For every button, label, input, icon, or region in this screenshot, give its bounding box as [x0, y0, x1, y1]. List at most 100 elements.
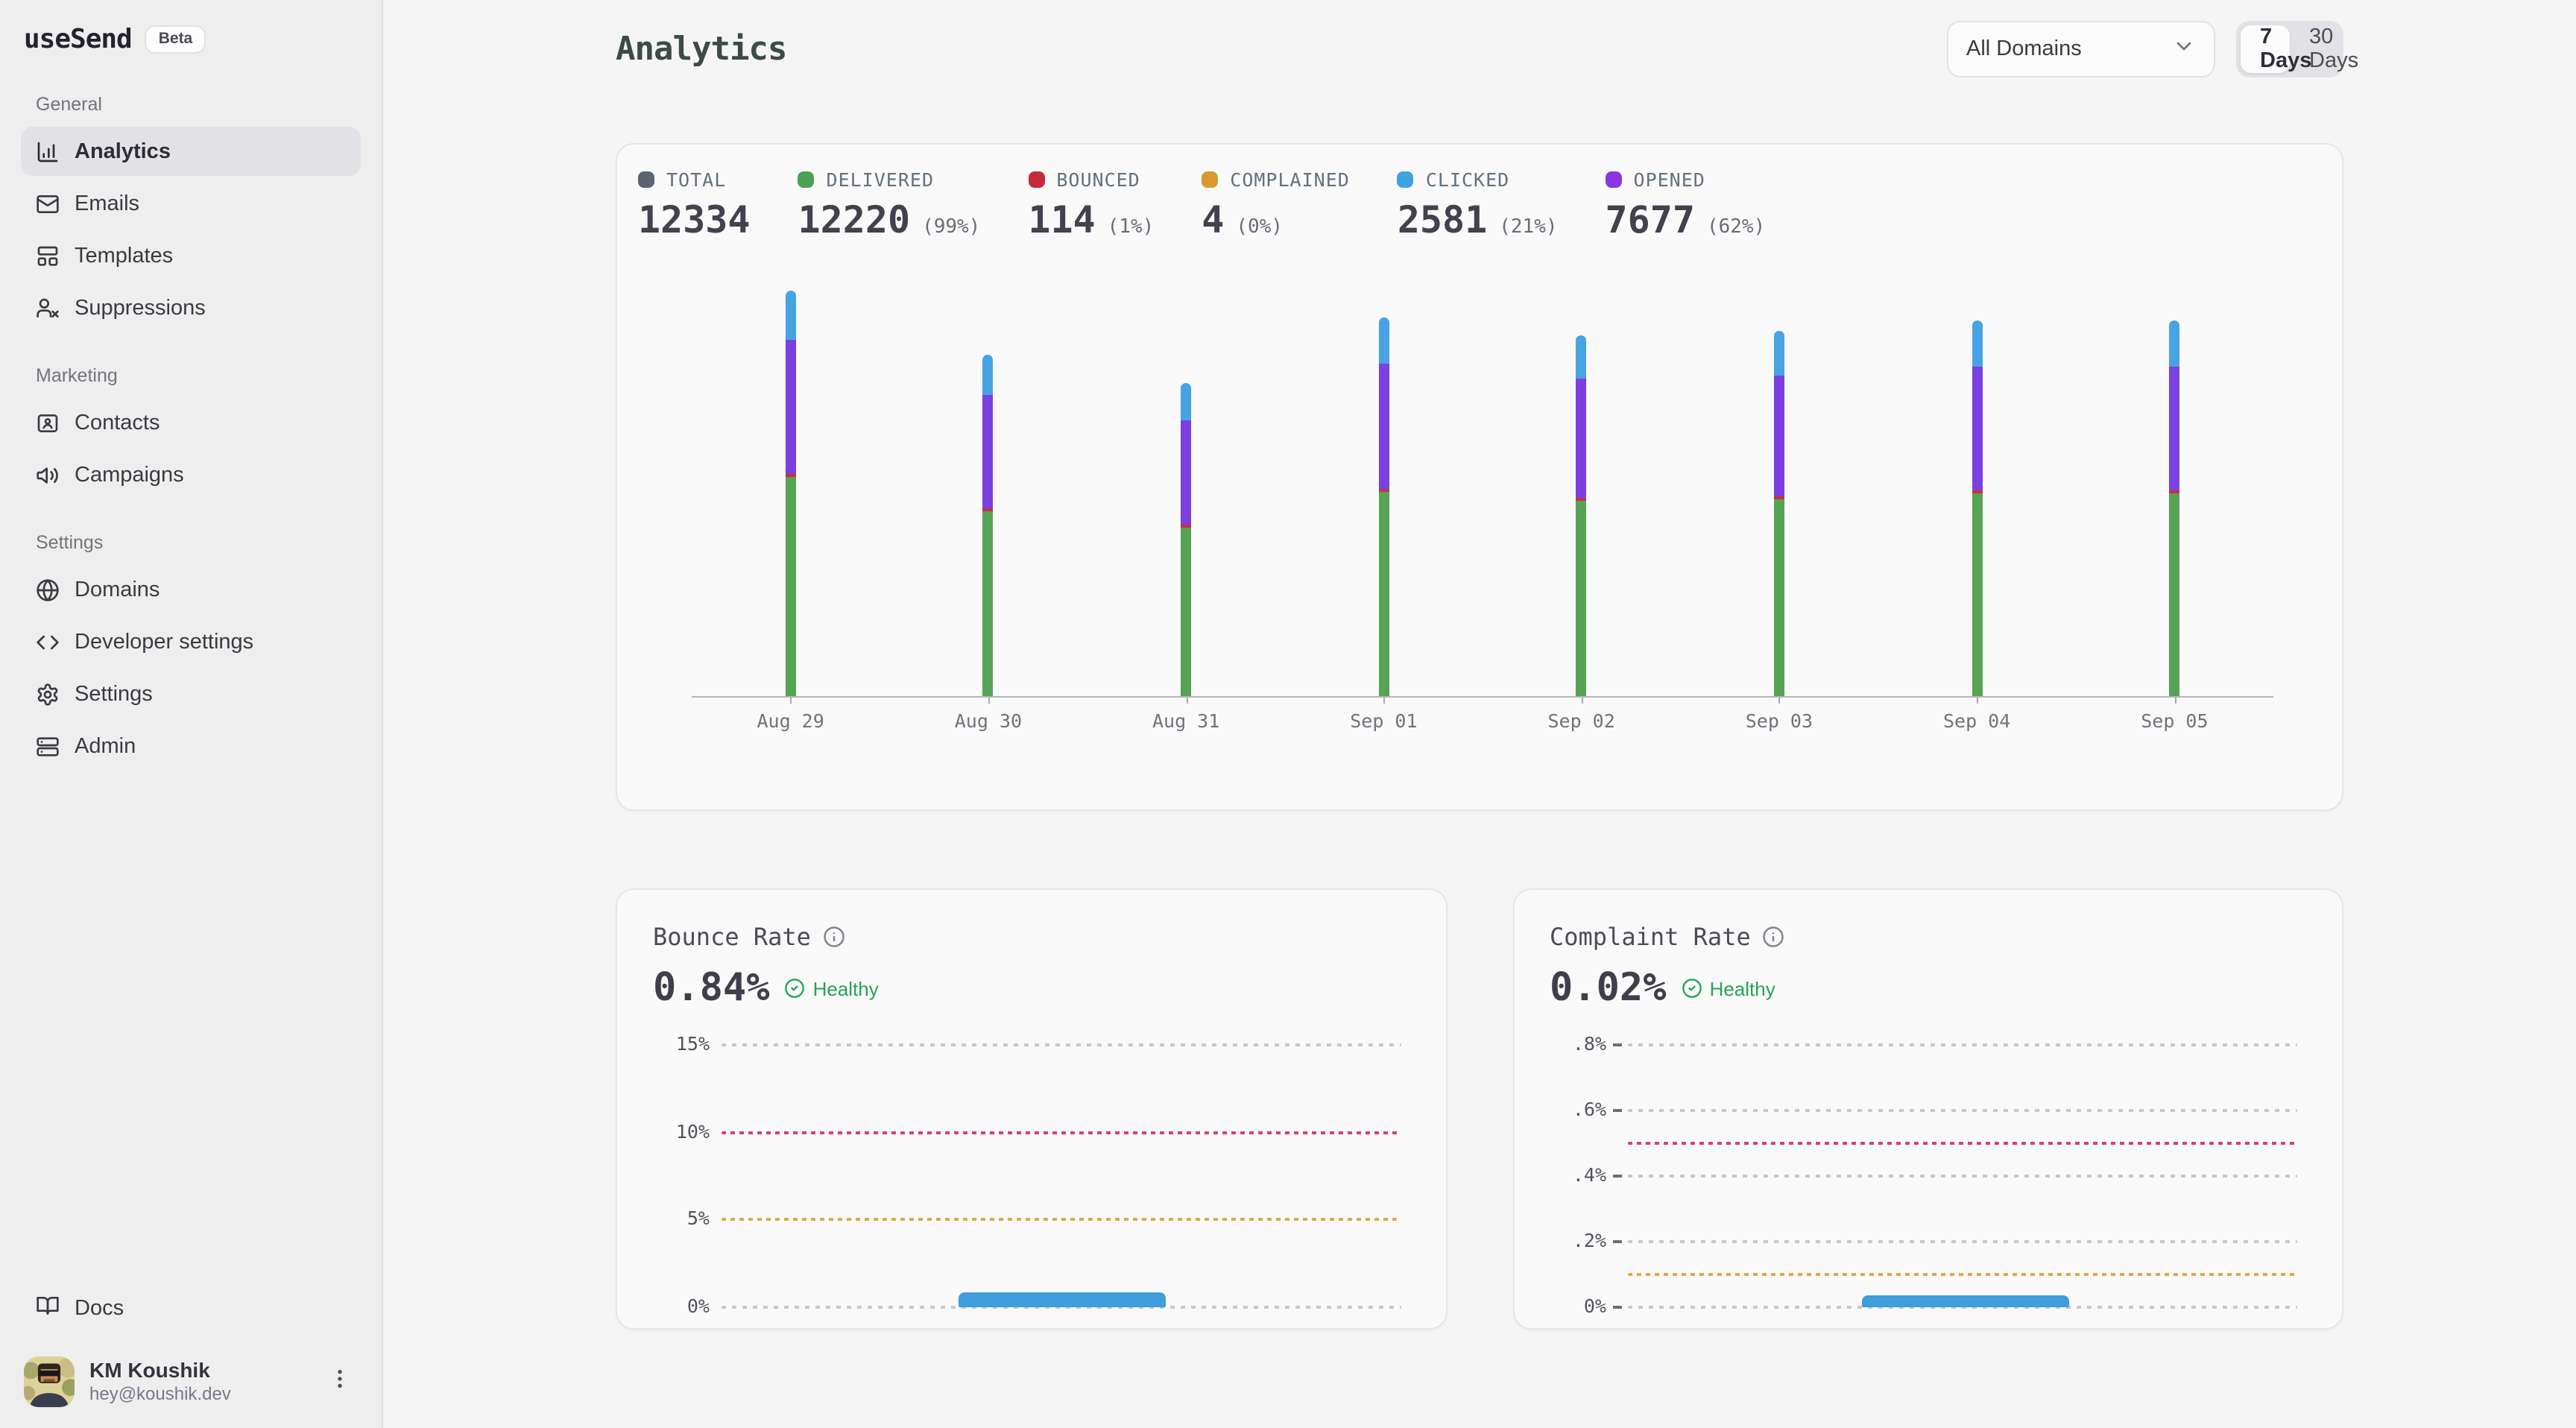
threshold-line-red: [722, 1131, 1401, 1134]
sidebar-item-campaigns[interactable]: Campaigns: [21, 450, 361, 499]
nav-section-settings: Settings Domains Developer settings Setting…: [21, 532, 361, 771]
stat-dot: [638, 171, 654, 188]
sidebar-spacer: [21, 774, 361, 1283]
segment-bounced: [785, 474, 796, 477]
user-x-icon: [37, 297, 59, 317]
kebab-icon: [338, 1369, 342, 1387]
threshold-line-amber: [1627, 1273, 2297, 1276]
globe-icon: [36, 578, 60, 601]
y-axis-label: 0%: [1583, 1295, 1606, 1317]
stat-dot: [1605, 171, 1622, 188]
axis-tick: [1383, 698, 1386, 704]
user-menu-kebab-icon[interactable]: [322, 1360, 358, 1403]
stat-bounced: BOUNCED 114 (1%): [1028, 168, 1154, 241]
x-axis-label: Sep 01: [1350, 710, 1418, 732]
user-email: hey@koushik.dev: [89, 1383, 231, 1405]
sidebar-item-developer-settings[interactable]: Developer settings: [21, 617, 361, 666]
stat-label: CLICKED: [1425, 168, 1510, 191]
segment-delivered: [1576, 501, 1587, 696]
sidebar-item-suppressions[interactable]: Suppressions: [21, 283, 361, 332]
y-axis-label: 10%: [675, 1119, 710, 1143]
rate-value: 0.84%: [653, 966, 770, 1011]
book-open-icon: [37, 1296, 59, 1314]
sidebar-item-emails[interactable]: Emails: [21, 179, 361, 228]
x-axis-label: Sep 05: [2141, 710, 2209, 732]
sidebar-item-templates[interactable]: Templates: [21, 231, 361, 280]
stat-opened: OPENED 7677 (62%): [1605, 168, 1766, 241]
main-area: Analytics All Domains 7 Days 30 Days TOTA…: [383, 0, 2576, 1428]
segment-bounced: [1378, 489, 1389, 493]
segment-clicked: [785, 291, 796, 341]
range-option-30-days[interactable]: 30 Days: [2309, 25, 2359, 73]
axis-tick: [790, 698, 792, 704]
sidebar-item-analytics[interactable]: Analytics: [21, 127, 361, 176]
bar-sep-05: [2076, 286, 2273, 704]
axis-tick: [1977, 698, 1979, 704]
nav-section-general: General Analytics Emails Templates Suppressi…: [21, 94, 361, 332]
stat-total: TOTAL 12334: [638, 168, 751, 241]
sidebar-item-label: Domains: [75, 578, 160, 601]
rate-bar: [959, 1292, 1167, 1307]
y-axis-label: .4%: [1572, 1163, 1606, 1186]
sidebar-item-admin[interactable]: Admin: [21, 721, 361, 771]
book-open-icon: [36, 1293, 60, 1323]
segment-opened: [1378, 364, 1389, 490]
x-axis-label: Aug 30: [954, 710, 1023, 732]
server-icon: [36, 734, 60, 758]
sidebar-item-label: Analytics: [75, 139, 171, 163]
chart-column-icon: [36, 139, 60, 163]
info-icon[interactable]: [1763, 926, 1785, 948]
stat-label: TOTAL: [666, 168, 727, 191]
stat-dot: [1397, 171, 1414, 188]
x-axis-label: Sep 04: [1942, 710, 2011, 732]
date-range-toggle: 7 Days 30 Days: [2236, 21, 2359, 78]
check-circle-icon: [1682, 979, 1702, 998]
segment-opened: [1576, 379, 1587, 499]
code-icon: [36, 630, 60, 654]
sidebar-item-docs[interactable]: Docs: [21, 1283, 361, 1333]
segment-bounced: [2169, 490, 2180, 493]
nav-section-label: Settings: [36, 532, 104, 553]
health-status: Healthy: [785, 977, 879, 999]
user-row[interactable]: KM Koushik hey@koushik.dev: [21, 1350, 361, 1410]
sidebar-item-contacts[interactable]: Contacts: [21, 398, 361, 447]
segment-delivered: [982, 511, 994, 696]
segment-clicked: [1181, 383, 1192, 421]
gridline: [1627, 1043, 2297, 1046]
stat-value: 2581: [1397, 198, 1488, 241]
megaphone-icon: [36, 463, 60, 487]
range-option-7-days[interactable]: 7 Days: [2241, 25, 2311, 73]
axis-tick: [1186, 698, 1188, 704]
domain-filter-select[interactable]: All Domains: [1947, 21, 2215, 78]
nav-section-label: General: [36, 94, 102, 115]
stat-pct: (62%): [1706, 216, 1766, 238]
stat-label: COMPLAINED: [1230, 168, 1350, 191]
health-status: Healthy: [1682, 977, 1775, 999]
docs-label: Docs: [75, 1296, 124, 1320]
axis-tick: [1778, 698, 1781, 704]
y-axis-tick: [1612, 1175, 1621, 1178]
sidebar-item-label: Suppressions: [75, 296, 206, 320]
sidebar-item-label: Templates: [75, 244, 174, 268]
mail-icon: [36, 192, 60, 215]
gridline: [722, 1043, 1401, 1046]
rate-cards-row: Bounce Rate 0.84% Healthy 15% 10% 5% 0% Com…: [616, 888, 2343, 1330]
stat-pct: (21%): [1499, 216, 1558, 238]
header-controls: All Domains 7 Days 30 Days: [1947, 21, 2359, 78]
y-axis-tick: [1612, 1306, 1621, 1309]
info-icon: [1763, 926, 1784, 947]
stat-dot: [798, 171, 815, 188]
info-icon: [824, 926, 845, 947]
gear-icon: [36, 682, 60, 706]
y-axis-label: .8%: [1572, 1032, 1606, 1055]
beta-badge: Beta: [145, 25, 206, 54]
sidebar-item-domains[interactable]: Domains: [21, 565, 361, 614]
stat-pct: (99%): [922, 216, 981, 238]
info-icon[interactable]: [823, 926, 845, 948]
sidebar-item-settings[interactable]: Settings: [21, 669, 361, 718]
rate-chart: .8% .6% .4% .2% 0%: [1550, 1032, 2306, 1317]
y-axis-label: 0%: [686, 1295, 710, 1317]
layout-template-icon: [37, 245, 58, 265]
page-title: Analytics: [616, 31, 787, 68]
segment-clicked: [1378, 317, 1389, 364]
